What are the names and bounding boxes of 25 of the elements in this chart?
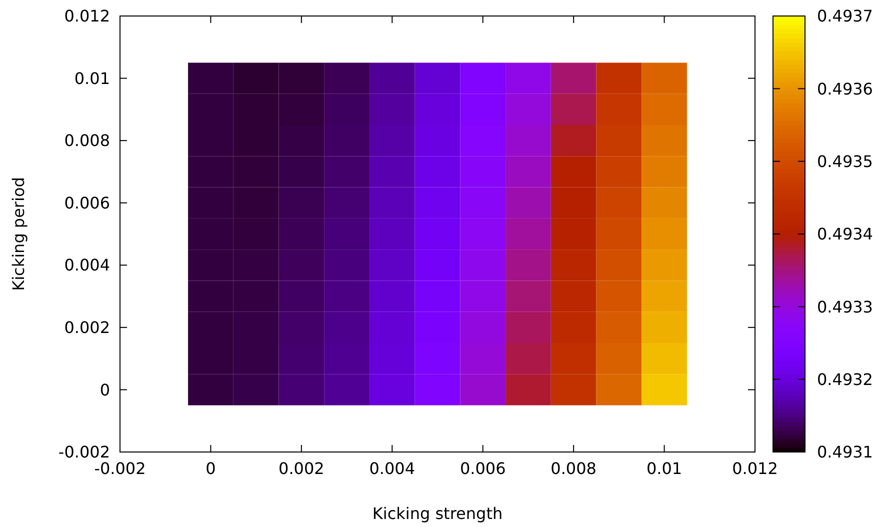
color-bar-label: 0.4934 xyxy=(817,224,873,244)
x-tick-label: 0.012 xyxy=(732,459,778,478)
y-tick-label: 0 xyxy=(100,380,110,400)
color-bar-label: 0.4931 xyxy=(817,442,873,462)
y-tick-label: 0.002 xyxy=(64,318,110,338)
color-bar-label: 0.4932 xyxy=(817,370,873,389)
x-tick-label: 0.008 xyxy=(550,459,596,478)
x-tick-label: 0.006 xyxy=(460,459,506,478)
y-tick-label: 0.006 xyxy=(64,193,110,212)
color-bar-label: 0.4935 xyxy=(817,152,873,171)
color-bar-label: 0.4936 xyxy=(817,79,873,98)
y-tick-label: 0.01 xyxy=(74,68,110,88)
x-tick-label: 0.01 xyxy=(646,459,682,478)
x-tick-label: 0 xyxy=(206,459,216,478)
y-axis-title: Kicking period xyxy=(9,177,28,291)
y-tick-label: 0.012 xyxy=(64,6,110,26)
x-tick-label: -0.002 xyxy=(94,459,146,478)
y-tick-label: 0.008 xyxy=(64,131,110,150)
x-tick-label: 0.004 xyxy=(369,459,416,478)
x-axis-title: Kicking strength xyxy=(372,504,503,523)
x-tick-label: 0.002 xyxy=(278,459,324,478)
color-bar-label: 0.4937 xyxy=(817,6,873,26)
color-bar-label: 0.4933 xyxy=(817,297,873,316)
y-tick-label: -0.002 xyxy=(58,442,110,462)
y-tick-label: 0.004 xyxy=(64,256,110,275)
